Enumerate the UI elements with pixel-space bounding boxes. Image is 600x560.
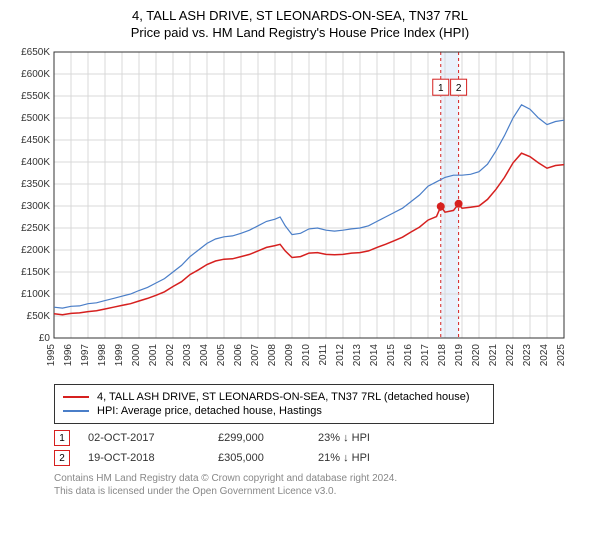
svg-text:£500K: £500K [21, 113, 50, 124]
svg-text:2021: 2021 [488, 344, 499, 367]
svg-text:£300K: £300K [21, 201, 50, 212]
footer-line-2: This data is licensed under the Open Gov… [54, 485, 590, 498]
svg-text:2003: 2003 [182, 344, 193, 367]
price-chart: £0 £50K £100K £150K £200K £250K £300K £350K £400… [10, 48, 570, 378]
svg-text:2010: 2010 [301, 344, 312, 367]
legend-swatch [63, 410, 89, 412]
svg-text:2004: 2004 [199, 344, 210, 367]
svg-text:2015: 2015 [386, 344, 397, 367]
svg-text:1998: 1998 [97, 344, 108, 367]
svg-text:£650K: £650K [21, 48, 50, 58]
page-title: 4, TALL ASH DRIVE, ST LEONARDS-ON-SEA, T… [10, 8, 590, 23]
svg-text:1: 1 [438, 83, 444, 94]
sale-date: 02-OCT-2017 [88, 432, 218, 444]
svg-text:2017: 2017 [420, 344, 431, 367]
svg-text:2011: 2011 [318, 344, 329, 366]
svg-text:2009: 2009 [284, 344, 295, 367]
svg-text:2012: 2012 [335, 344, 346, 367]
footer-line-1: Contains HM Land Registry data © Crown c… [54, 472, 590, 485]
legend-item: 4, TALL ASH DRIVE, ST LEONARDS-ON-SEA, T… [63, 391, 485, 403]
svg-text:2020: 2020 [471, 344, 482, 367]
svg-text:1995: 1995 [46, 344, 57, 367]
svg-text:2019: 2019 [454, 344, 465, 367]
footer-attribution: Contains HM Land Registry data © Crown c… [54, 472, 590, 498]
svg-text:£50K: £50K [27, 311, 51, 322]
svg-text:£100K: £100K [21, 289, 50, 300]
sale-pct: 23% ↓ HPI [318, 432, 398, 444]
svg-text:2014: 2014 [369, 344, 380, 367]
legend-label: 4, TALL ASH DRIVE, ST LEONARDS-ON-SEA, T… [97, 391, 470, 403]
svg-text:£400K: £400K [21, 157, 50, 168]
svg-text:2018: 2018 [437, 344, 448, 367]
sale-row: 2 19-OCT-2018£305,00021% ↓ HPI [54, 450, 590, 466]
legend: 4, TALL ASH DRIVE, ST LEONARDS-ON-SEA, T… [54, 384, 494, 424]
sale-date: 19-OCT-2018 [88, 452, 218, 464]
sale-marker-2 [455, 200, 463, 208]
svg-text:2002: 2002 [165, 344, 176, 367]
svg-text:2022: 2022 [505, 344, 516, 367]
sales-list: 1 02-OCT-2017£299,00023% ↓ HPI 2 19-OCT-201… [10, 430, 590, 466]
svg-text:2023: 2023 [522, 344, 533, 367]
legend-swatch [63, 396, 89, 398]
legend-item: HPI: Average price, detached house, Hast… [63, 405, 485, 417]
svg-text:£250K: £250K [21, 223, 50, 234]
sale-price: £305,000 [218, 452, 318, 464]
svg-text:£150K: £150K [21, 267, 50, 278]
sale-row: 1 02-OCT-2017£299,00023% ↓ HPI [54, 430, 590, 446]
svg-text:2008: 2008 [267, 344, 278, 367]
svg-text:1997: 1997 [80, 344, 91, 367]
svg-text:2016: 2016 [403, 344, 414, 367]
svg-text:£600K: £600K [21, 69, 50, 80]
svg-text:£450K: £450K [21, 135, 50, 146]
svg-text:£550K: £550K [21, 91, 50, 102]
svg-text:1999: 1999 [114, 344, 125, 367]
svg-text:£200K: £200K [21, 245, 50, 256]
svg-text:2006: 2006 [233, 344, 244, 367]
sale-badge: 1 [54, 430, 70, 446]
sale-badge: 2 [54, 450, 70, 466]
svg-text:2000: 2000 [131, 344, 142, 367]
svg-text:£350K: £350K [21, 179, 50, 190]
svg-text:2: 2 [456, 83, 462, 94]
svg-text:1996: 1996 [63, 344, 74, 367]
svg-text:2005: 2005 [216, 344, 227, 367]
svg-text:2025: 2025 [556, 344, 567, 367]
page-subtitle: Price paid vs. HM Land Registry's House … [10, 25, 590, 40]
svg-text:2007: 2007 [250, 344, 261, 367]
svg-text:2024: 2024 [539, 344, 550, 367]
legend-label: HPI: Average price, detached house, Hast… [97, 405, 322, 417]
svg-text:£0: £0 [39, 333, 51, 344]
svg-text:2001: 2001 [148, 344, 159, 367]
sale-pct: 21% ↓ HPI [318, 452, 398, 464]
sale-marker-1 [437, 202, 445, 210]
svg-text:2013: 2013 [352, 344, 363, 367]
sale-price: £299,000 [218, 432, 318, 444]
